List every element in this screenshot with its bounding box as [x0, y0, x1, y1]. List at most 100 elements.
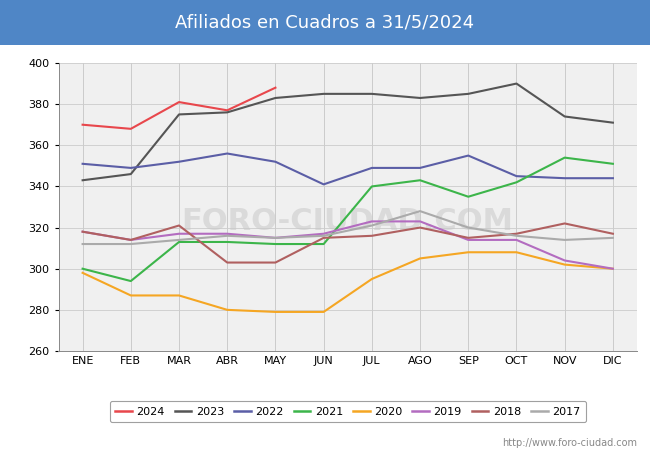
- 2022: [513, 173, 521, 179]
- 2021: [79, 266, 86, 271]
- 2020: [79, 270, 86, 275]
- 2023: [320, 91, 328, 97]
- 2022: [224, 151, 231, 156]
- 2022: [175, 159, 183, 164]
- 2021: [513, 180, 521, 185]
- 2022: [127, 165, 135, 171]
- 2017: [224, 233, 231, 238]
- 2020: [175, 293, 183, 298]
- 2023: [272, 95, 280, 101]
- 2019: [79, 229, 86, 234]
- Line: 2022: 2022: [83, 153, 613, 184]
- 2019: [175, 231, 183, 236]
- 2018: [79, 229, 86, 234]
- 2021: [272, 241, 280, 247]
- 2022: [79, 161, 86, 166]
- 2021: [368, 184, 376, 189]
- 2022: [368, 165, 376, 171]
- 2019: [320, 231, 328, 236]
- 2018: [464, 235, 472, 241]
- 2021: [320, 241, 328, 247]
- 2019: [561, 258, 569, 263]
- 2023: [513, 81, 521, 86]
- 2020: [513, 250, 521, 255]
- 2021: [416, 178, 424, 183]
- 2020: [272, 309, 280, 315]
- 2020: [416, 256, 424, 261]
- 2020: [368, 276, 376, 282]
- 2018: [609, 231, 617, 236]
- 2021: [561, 155, 569, 160]
- 2023: [224, 110, 231, 115]
- 2024: [175, 99, 183, 105]
- 2020: [609, 266, 617, 271]
- 2022: [320, 182, 328, 187]
- 2017: [561, 237, 569, 243]
- 2018: [561, 221, 569, 226]
- 2022: [561, 176, 569, 181]
- 2017: [175, 237, 183, 243]
- 2018: [127, 237, 135, 243]
- 2024: [272, 85, 280, 90]
- 2018: [513, 231, 521, 236]
- 2022: [609, 176, 617, 181]
- Line: 2017: 2017: [83, 211, 613, 244]
- Line: 2019: 2019: [83, 221, 613, 269]
- 2020: [320, 309, 328, 315]
- Legend: 2024, 2023, 2022, 2021, 2020, 2019, 2018, 2017: 2024, 2023, 2022, 2021, 2020, 2019, 2018…: [110, 401, 586, 422]
- 2023: [175, 112, 183, 117]
- 2018: [224, 260, 231, 265]
- Line: 2023: 2023: [83, 84, 613, 180]
- 2020: [464, 250, 472, 255]
- 2021: [127, 279, 135, 284]
- 2017: [127, 241, 135, 247]
- 2021: [224, 239, 231, 245]
- 2021: [175, 239, 183, 245]
- 2019: [272, 235, 280, 241]
- 2019: [464, 237, 472, 243]
- 2024: [79, 122, 86, 127]
- 2024: [127, 126, 135, 131]
- 2020: [561, 262, 569, 267]
- 2019: [368, 219, 376, 224]
- 2019: [416, 219, 424, 224]
- 2017: [513, 233, 521, 238]
- 2021: [609, 161, 617, 166]
- 2019: [513, 237, 521, 243]
- Line: 2018: 2018: [83, 224, 613, 262]
- 2020: [127, 293, 135, 298]
- 2022: [272, 159, 280, 164]
- Text: http://www.foro-ciudad.com: http://www.foro-ciudad.com: [502, 438, 637, 448]
- 2018: [368, 233, 376, 238]
- 2019: [609, 266, 617, 271]
- 2023: [127, 171, 135, 177]
- 2020: [224, 307, 231, 313]
- 2018: [272, 260, 280, 265]
- 2023: [561, 114, 569, 119]
- 2023: [464, 91, 472, 97]
- Line: 2020: 2020: [83, 252, 613, 312]
- 2019: [127, 237, 135, 243]
- 2017: [320, 233, 328, 238]
- Line: 2021: 2021: [83, 158, 613, 281]
- 2017: [609, 235, 617, 241]
- Line: 2024: 2024: [83, 88, 276, 129]
- 2023: [79, 178, 86, 183]
- 2019: [224, 231, 231, 236]
- 2021: [464, 194, 472, 199]
- 2018: [320, 235, 328, 241]
- 2022: [416, 165, 424, 171]
- 2018: [416, 225, 424, 230]
- Text: FORO-CIUDAD.COM: FORO-CIUDAD.COM: [182, 207, 514, 236]
- 2023: [609, 120, 617, 126]
- 2024: [224, 108, 231, 113]
- 2017: [416, 208, 424, 214]
- 2017: [368, 223, 376, 228]
- 2023: [416, 95, 424, 101]
- 2017: [79, 241, 86, 247]
- Text: Afiliados en Cuadros a 31/5/2024: Afiliados en Cuadros a 31/5/2024: [176, 14, 474, 32]
- 2023: [368, 91, 376, 97]
- 2017: [464, 225, 472, 230]
- 2017: [272, 235, 280, 241]
- 2022: [464, 153, 472, 158]
